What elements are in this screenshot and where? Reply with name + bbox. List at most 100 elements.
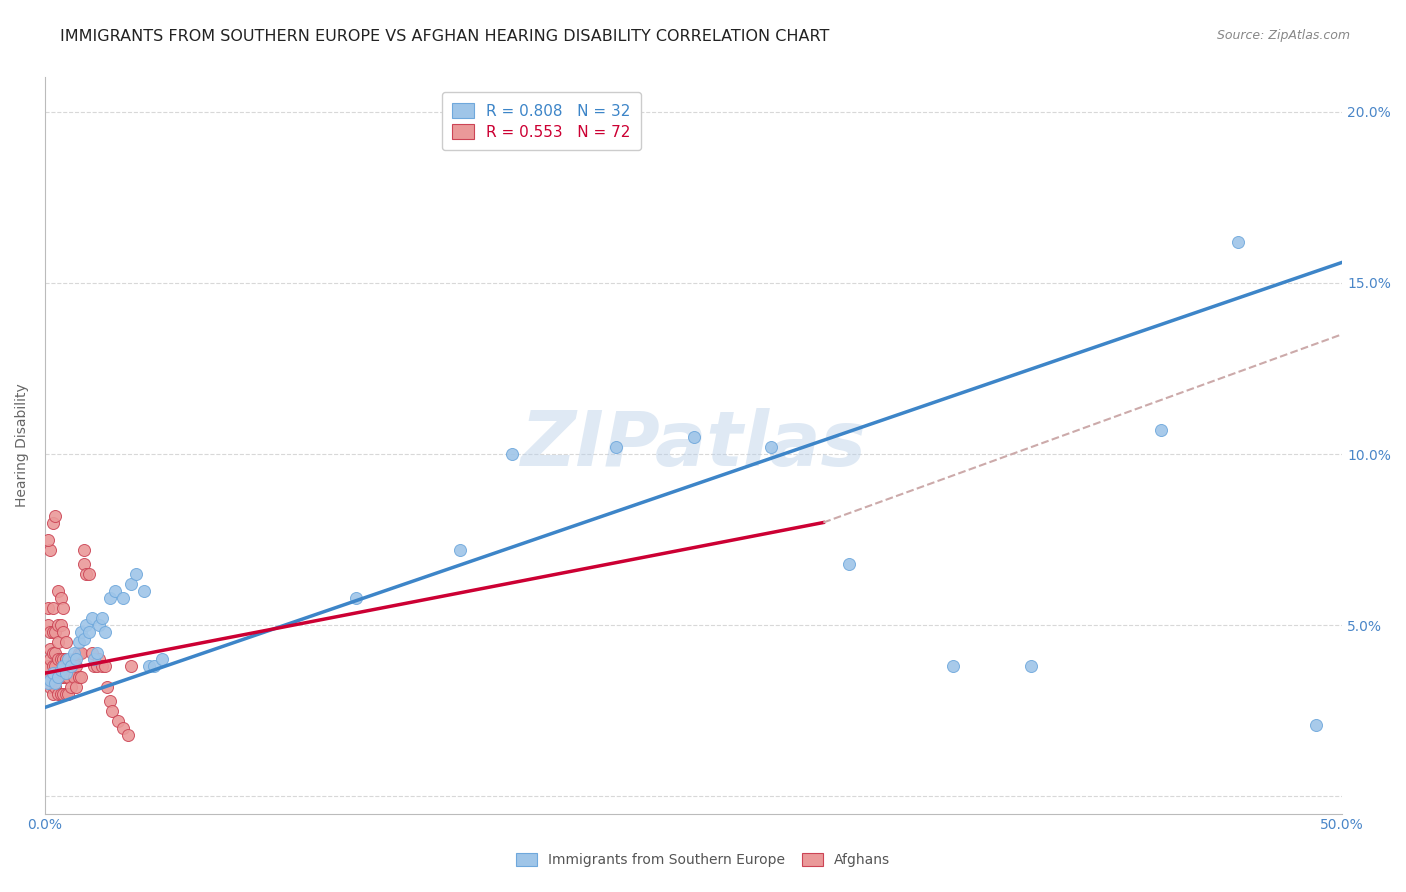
Point (39, 625, 62, 640)
Point (942, 659, 965, 673)
Point (52, 625, 75, 640)
Point (49, 652, 72, 666)
Point (39, 673, 62, 687)
Point (62, 652, 84, 666)
Point (98, 693, 121, 707)
Point (67, 670, 90, 684)
Point (91, 611, 114, 625)
Point (104, 584, 127, 599)
Point (111, 721, 134, 735)
Point (37, 676, 59, 690)
Point (46, 670, 69, 684)
Point (52, 687, 75, 701)
Text: IMMIGRANTS FROM SOUTHERN EUROPE VS AFGHAN HEARING DISABILITY CORRELATION CHART: IMMIGRANTS FROM SOUTHERN EUROPE VS AFGHA… (60, 29, 830, 44)
Point (46, 635, 69, 649)
Point (37, 618, 59, 632)
Point (42, 646, 65, 660)
Point (49, 663, 72, 677)
Point (46, 584, 69, 599)
Point (120, 659, 142, 673)
Point (132, 584, 155, 599)
Point (52, 659, 75, 673)
Point (76, 566, 98, 581)
Legend: Immigrants from Southern Europe, Afghans: Immigrants from Southern Europe, Afghans (509, 847, 897, 874)
Point (70, 625, 93, 640)
Point (138, 659, 160, 673)
Point (80, 611, 103, 625)
Legend: R = 0.808   N = 32, R = 0.553   N = 72: R = 0.808 N = 32, R = 0.553 N = 72 (441, 93, 641, 150)
Point (682, 430, 704, 444)
Point (62, 670, 84, 684)
Point (42, 666, 65, 681)
Point (44, 680, 66, 694)
Point (96, 680, 118, 694)
Point (37, 601, 59, 615)
Point (52, 601, 75, 615)
Point (59, 659, 82, 673)
Point (605, 440, 627, 454)
Point (55, 652, 77, 666)
Point (1305, 717, 1327, 731)
Point (55, 687, 77, 701)
Point (37, 533, 59, 547)
Point (42, 625, 65, 640)
Point (89, 652, 111, 666)
Point (65, 659, 87, 673)
Point (1227, 235, 1250, 249)
Point (55, 635, 77, 649)
Point (46, 652, 69, 666)
Point (37, 659, 59, 673)
Y-axis label: Hearing Disability: Hearing Disability (15, 384, 30, 508)
Point (80, 646, 103, 660)
Point (117, 728, 139, 742)
Point (46, 670, 69, 684)
Point (83, 659, 105, 673)
Point (120, 577, 142, 591)
Point (111, 591, 134, 605)
Point (86, 646, 108, 660)
Point (67, 635, 90, 649)
Point (101, 704, 124, 718)
Point (77, 625, 100, 640)
Point (42, 687, 65, 701)
Point (91, 659, 114, 673)
Point (44, 625, 66, 640)
Point (42, 659, 65, 673)
Point (65, 652, 87, 666)
Point (73, 557, 96, 571)
Point (37, 676, 59, 690)
Point (70, 646, 93, 660)
Point (142, 659, 165, 673)
Point (39, 542, 62, 557)
Point (93, 625, 115, 640)
Point (838, 557, 860, 571)
Point (55, 666, 77, 681)
Point (58, 687, 80, 701)
Point (42, 516, 65, 530)
Point (49, 670, 72, 684)
Point (39, 680, 62, 694)
Point (344, 591, 367, 605)
Point (59, 680, 82, 694)
Point (98, 591, 121, 605)
Point (52, 670, 75, 684)
Point (125, 566, 148, 581)
Point (93, 659, 115, 673)
Point (449, 542, 471, 557)
Point (49, 591, 72, 605)
Point (55, 670, 77, 684)
Point (70, 670, 93, 684)
Point (39, 652, 62, 666)
Point (73, 542, 96, 557)
Point (39, 642, 62, 657)
Point (67, 646, 90, 660)
Point (42, 601, 65, 615)
Point (76, 618, 98, 632)
Point (150, 652, 173, 666)
Point (77, 566, 100, 581)
Point (44, 676, 66, 690)
Point (49, 618, 72, 632)
Point (83, 652, 105, 666)
Point (1149, 423, 1171, 437)
Point (86, 659, 108, 673)
